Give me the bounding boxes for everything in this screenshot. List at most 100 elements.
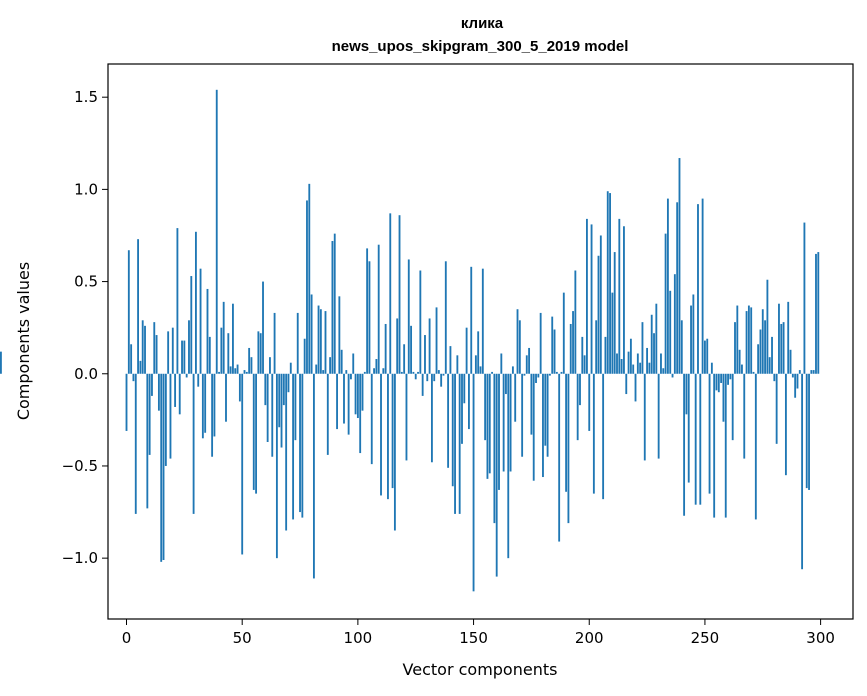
bar-component-255 — [715, 373, 718, 391]
bar-component-34 — [204, 373, 207, 433]
bar-component-111 — [382, 368, 385, 374]
bar-component-175 — [530, 373, 533, 435]
bar-component-145 — [461, 373, 463, 444]
bar-component-1 — [127, 250, 130, 374]
bar-component-35 — [206, 288, 209, 374]
bar-component-294 — [805, 373, 808, 489]
bar-component-75 — [299, 373, 301, 513]
y-tick-label: 0.5 — [74, 273, 98, 291]
bar-component-31 — [197, 373, 200, 387]
x-tick-label: 50 — [233, 629, 252, 647]
bar-component-282 — [778, 303, 780, 374]
bar-component-251 — [706, 338, 709, 374]
bar-component-10 — [148, 373, 151, 455]
bar-component-87 — [326, 373, 329, 455]
bar-component-39 — [215, 89, 218, 374]
bar-component-108 — [375, 359, 378, 374]
bar-component-243 — [687, 373, 690, 483]
bar-component-144 — [458, 373, 461, 514]
bar-component-299 — [817, 252, 820, 374]
bar-component-266 — [741, 364, 743, 374]
bar-component-117 — [396, 318, 399, 374]
bar-component-192 — [569, 323, 572, 374]
bar-component-6 — [139, 360, 142, 374]
bar-component-114 — [389, 213, 392, 374]
bar-component-202 — [592, 373, 595, 494]
bar-component-152 — [477, 331, 480, 374]
bar-component-256 — [717, 373, 720, 393]
bar-component-201 — [590, 224, 593, 374]
bar-component-97 — [350, 373, 352, 380]
bar-component-69 — [285, 373, 288, 531]
bar-component-244 — [690, 305, 692, 374]
bar-component-94 — [343, 373, 345, 424]
bar-component-141 — [451, 373, 454, 487]
bar-component-223 — [641, 322, 644, 374]
bar-component-267 — [743, 373, 746, 459]
bar-component-91 — [336, 373, 338, 430]
bar-component-284 — [782, 322, 785, 374]
bar-component-98 — [352, 353, 355, 374]
bar-component-73 — [294, 373, 297, 441]
bar-component-62 — [269, 357, 271, 374]
bar-component-157 — [488, 373, 491, 474]
bar-component-213 — [618, 218, 621, 374]
bar-component-217 — [627, 351, 630, 374]
bar-component-162 — [500, 353, 503, 374]
bar-component-140 — [449, 346, 452, 374]
bar-component-18 — [167, 331, 170, 374]
bar-component-254 — [713, 373, 716, 518]
bar-component-262 — [731, 373, 734, 441]
bar-component-109 — [377, 244, 380, 374]
bar-component-238 — [676, 202, 679, 374]
bar-component-143 — [456, 355, 459, 374]
bar-component-146 — [463, 373, 466, 404]
bar-component-164 — [505, 373, 507, 395]
bar-component-271 — [752, 371, 755, 374]
bar-component-23 — [178, 373, 181, 415]
bar-component-54 — [250, 357, 253, 374]
bar-component-285 — [784, 373, 787, 476]
bar-component-68 — [282, 373, 285, 406]
bar-component-106 — [370, 373, 373, 465]
bar-component-166 — [509, 373, 512, 472]
bar-component-40 — [218, 371, 220, 374]
bar-component-101 — [359, 373, 362, 454]
bar-component-7 — [141, 320, 144, 374]
bar-component-12 — [153, 322, 156, 374]
bar-component-231 — [660, 353, 662, 374]
bar-component-250 — [704, 340, 706, 374]
bar-component-2 — [130, 344, 133, 374]
bar-component-158 — [491, 371, 493, 374]
bar-component-84 — [319, 309, 322, 374]
bar-component-129 — [424, 335, 426, 374]
bar-component-200 — [588, 373, 591, 431]
bar-component-209 — [609, 193, 611, 374]
bar-component-171 — [521, 373, 524, 457]
bar-component-176 — [532, 373, 535, 481]
bar-component-212 — [616, 353, 618, 374]
bar-component-102 — [361, 373, 364, 411]
bar-component-24 — [181, 340, 183, 374]
bar-component-47 — [234, 368, 237, 374]
bar-component-183 — [548, 373, 551, 376]
bar-component-182 — [546, 373, 549, 457]
bar-component-137 — [442, 373, 445, 376]
bar-component-258 — [722, 373, 725, 422]
bar-component-208 — [606, 191, 609, 374]
bar-component-261 — [729, 373, 732, 380]
bar-component-196 — [579, 373, 581, 406]
bar-component-216 — [625, 373, 628, 395]
bar-component-278 — [768, 357, 771, 374]
bar-component-236 — [671, 373, 674, 378]
bar-component-136 — [440, 373, 443, 387]
bar-component-187 — [558, 373, 561, 542]
bar-component-4 — [134, 373, 137, 514]
bar-component-221 — [636, 353, 639, 374]
bar-component-127 — [419, 270, 422, 374]
bar-component-225 — [646, 347, 649, 374]
bar-component-70 — [287, 373, 290, 393]
bar-component-280 — [773, 373, 776, 382]
bar-component-167 — [511, 366, 514, 374]
bar-component-0 — [125, 373, 128, 431]
